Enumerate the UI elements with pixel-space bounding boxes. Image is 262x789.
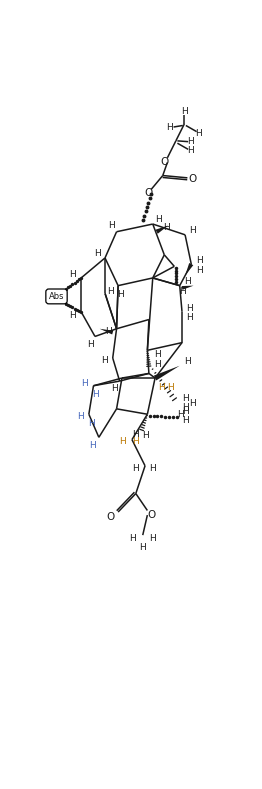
Text: H: H <box>184 277 191 286</box>
Text: H: H <box>88 419 95 428</box>
Text: H: H <box>189 226 196 234</box>
Text: O: O <box>189 174 197 184</box>
Text: H: H <box>179 287 185 297</box>
Text: H: H <box>69 311 76 320</box>
Text: H: H <box>107 287 114 297</box>
Text: H: H <box>69 270 76 279</box>
Text: O: O <box>106 511 114 522</box>
Text: H: H <box>184 357 191 366</box>
Text: H: H <box>149 534 156 544</box>
Text: H: H <box>167 383 174 392</box>
Text: H: H <box>196 266 203 275</box>
Text: H: H <box>182 403 188 412</box>
Text: H: H <box>186 305 193 313</box>
Text: H: H <box>181 107 188 116</box>
Text: H: H <box>186 313 193 323</box>
Text: H: H <box>132 430 138 439</box>
Text: H: H <box>154 350 161 359</box>
Text: H: H <box>119 437 126 447</box>
Text: H: H <box>182 394 188 403</box>
Text: H: H <box>183 406 189 416</box>
Text: H: H <box>154 360 161 368</box>
Text: H: H <box>195 129 202 137</box>
Text: H: H <box>111 384 118 394</box>
Text: H: H <box>117 290 124 299</box>
Polygon shape <box>156 226 168 234</box>
Polygon shape <box>185 263 193 275</box>
Text: H: H <box>187 137 194 146</box>
Text: H: H <box>139 543 146 552</box>
Text: O: O <box>144 189 152 198</box>
Text: H: H <box>163 222 170 232</box>
Polygon shape <box>100 329 113 335</box>
Text: H: H <box>101 356 108 365</box>
Text: H: H <box>94 249 101 258</box>
Text: H: H <box>196 256 203 265</box>
Text: H: H <box>166 122 173 132</box>
Text: H: H <box>177 409 184 419</box>
Polygon shape <box>154 366 180 380</box>
Text: Abs: Abs <box>49 292 64 301</box>
Text: O: O <box>160 157 168 166</box>
Text: O: O <box>148 510 156 520</box>
Text: H: H <box>149 464 156 473</box>
Text: H: H <box>142 432 149 440</box>
Polygon shape <box>182 286 194 290</box>
Text: H: H <box>183 416 189 425</box>
Text: H: H <box>82 379 88 388</box>
Text: H: H <box>92 391 99 399</box>
Text: H: H <box>108 221 114 230</box>
Text: H: H <box>132 437 139 447</box>
Text: H: H <box>77 412 84 421</box>
Text: H: H <box>155 215 161 224</box>
Text: H: H <box>89 440 96 450</box>
Text: H: H <box>129 534 136 544</box>
Text: H: H <box>87 339 94 349</box>
Text: H: H <box>132 464 139 473</box>
Text: H: H <box>187 146 194 155</box>
Text: H: H <box>189 399 196 408</box>
Text: H: H <box>105 327 111 335</box>
Text: H: H <box>158 383 165 392</box>
